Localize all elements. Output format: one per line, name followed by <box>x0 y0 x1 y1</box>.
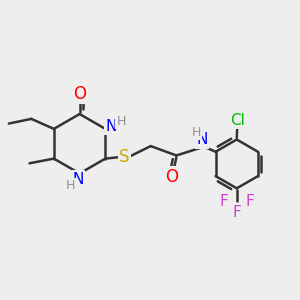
Text: H: H <box>66 179 76 192</box>
Text: H: H <box>191 126 201 140</box>
Text: H: H <box>116 116 126 128</box>
Text: N: N <box>105 119 117 134</box>
Text: O: O <box>73 85 86 103</box>
Text: F: F <box>232 205 241 220</box>
Text: N: N <box>72 172 84 187</box>
Text: Cl: Cl <box>230 113 245 128</box>
Text: F: F <box>245 194 254 209</box>
Text: O: O <box>165 168 178 186</box>
Text: F: F <box>219 194 228 209</box>
Text: N: N <box>196 132 208 147</box>
Text: S: S <box>119 148 129 166</box>
